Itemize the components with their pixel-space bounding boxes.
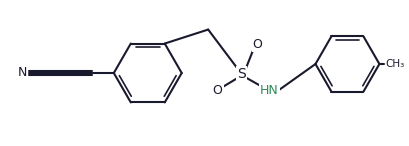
Text: N: N	[17, 66, 27, 80]
Text: O: O	[252, 38, 262, 51]
Text: O: O	[212, 85, 222, 98]
Text: S: S	[237, 67, 245, 81]
Text: CH₃: CH₃	[384, 59, 404, 69]
Text: HN: HN	[260, 85, 278, 98]
